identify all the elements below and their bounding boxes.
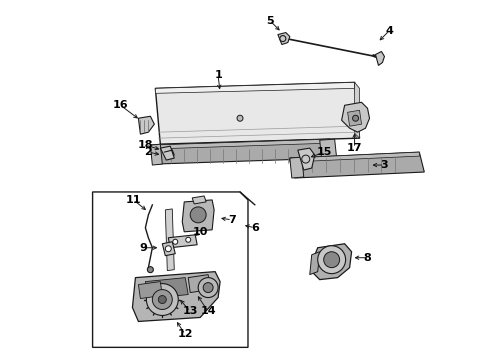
Polygon shape (165, 209, 174, 271)
Polygon shape (182, 200, 214, 232)
Circle shape (237, 115, 243, 121)
Polygon shape (312, 244, 352, 280)
Polygon shape (347, 110, 362, 126)
Circle shape (280, 36, 286, 41)
Text: 18: 18 (138, 140, 153, 150)
Circle shape (186, 237, 191, 242)
Text: 2: 2 (145, 147, 152, 157)
Text: 7: 7 (228, 215, 236, 225)
Polygon shape (160, 146, 174, 160)
Polygon shape (150, 139, 335, 164)
Polygon shape (155, 82, 355, 93)
Circle shape (324, 252, 340, 268)
Circle shape (152, 289, 172, 310)
Polygon shape (150, 139, 330, 149)
Circle shape (147, 284, 178, 315)
Text: 12: 12 (177, 329, 193, 339)
Text: 8: 8 (364, 253, 371, 263)
Polygon shape (290, 157, 304, 178)
Text: 13: 13 (182, 306, 198, 316)
Polygon shape (138, 282, 162, 298)
Text: 14: 14 (200, 306, 216, 316)
Circle shape (173, 239, 178, 244)
Polygon shape (375, 51, 385, 66)
Circle shape (198, 278, 218, 298)
Text: 6: 6 (251, 223, 259, 233)
Polygon shape (290, 152, 424, 178)
Text: 11: 11 (125, 195, 141, 205)
Polygon shape (278, 32, 290, 45)
Polygon shape (132, 272, 220, 321)
Polygon shape (155, 82, 360, 144)
Circle shape (184, 201, 212, 229)
Polygon shape (138, 116, 154, 134)
Polygon shape (319, 139, 337, 159)
Polygon shape (188, 275, 210, 293)
Text: 4: 4 (386, 26, 393, 36)
Polygon shape (290, 152, 419, 162)
Text: 1: 1 (214, 71, 222, 80)
Text: 5: 5 (266, 15, 274, 26)
Circle shape (190, 207, 206, 223)
Polygon shape (150, 144, 162, 165)
Text: 17: 17 (347, 143, 362, 153)
Circle shape (165, 246, 172, 252)
Polygon shape (192, 196, 206, 204)
Polygon shape (146, 278, 188, 298)
Text: 16: 16 (113, 100, 128, 110)
Circle shape (318, 246, 345, 274)
Circle shape (203, 283, 213, 293)
Polygon shape (342, 102, 369, 132)
Polygon shape (93, 192, 248, 347)
Circle shape (353, 115, 359, 121)
Polygon shape (162, 242, 175, 256)
Text: 3: 3 (381, 160, 388, 170)
Text: 9: 9 (140, 243, 147, 253)
Text: 10: 10 (193, 227, 208, 237)
Circle shape (147, 267, 153, 273)
Circle shape (302, 155, 310, 163)
Polygon shape (298, 148, 315, 170)
Polygon shape (168, 235, 197, 248)
Polygon shape (355, 82, 360, 138)
Polygon shape (310, 252, 319, 275)
Text: 15: 15 (317, 147, 332, 157)
Circle shape (158, 296, 166, 303)
